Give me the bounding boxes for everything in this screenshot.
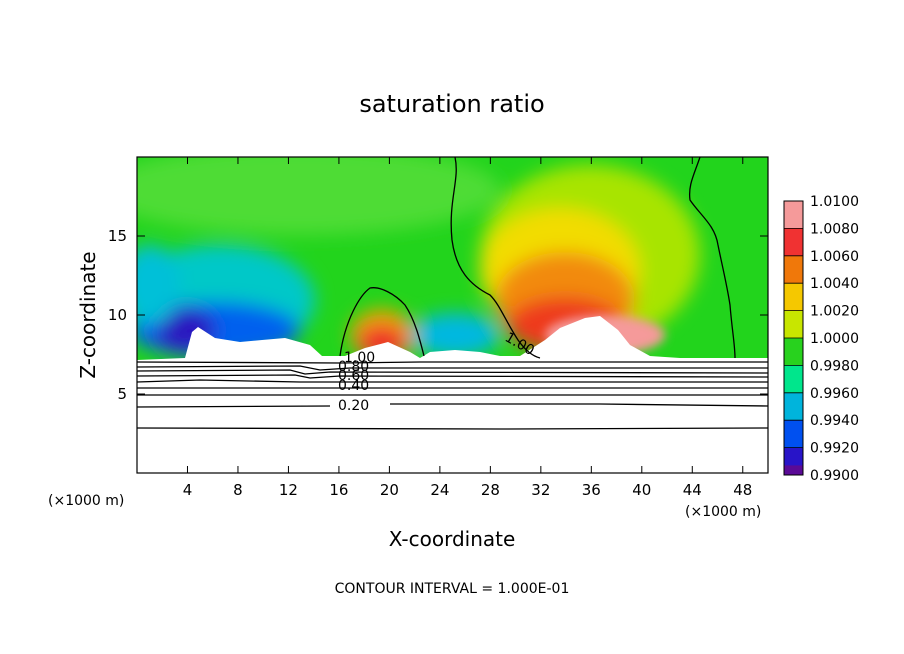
contour-0-10 bbox=[137, 427, 768, 430]
chart-title: saturation ratio bbox=[359, 90, 544, 118]
x-axis-label: X-coordinate bbox=[389, 527, 516, 551]
x-tick-label: 12 bbox=[279, 481, 298, 499]
y-tick-label: 15 bbox=[108, 227, 127, 245]
colorbar-label: 0.9980 bbox=[810, 358, 859, 374]
light-green-top bbox=[137, 157, 500, 235]
x-tick-label: 36 bbox=[582, 481, 601, 499]
colorbar-swatch bbox=[784, 228, 803, 256]
colorbar-swatch bbox=[784, 420, 803, 448]
far-left-cyan bbox=[137, 245, 180, 325]
x-tick-label: 40 bbox=[632, 481, 651, 499]
contour-baseline-1 bbox=[137, 361, 768, 364]
x-unit-label-right: (×1000 m) bbox=[685, 504, 761, 520]
colorbar-swatch-min bbox=[784, 465, 803, 475]
x-axis-ticks: 4 8 12 16 20 24 28 32 36 40 44 48 bbox=[183, 157, 752, 499]
y-axis-label: Z-coordinate bbox=[76, 251, 100, 378]
x-tick-label: 24 bbox=[430, 481, 449, 499]
plot-area: 1.00 1.00 0.80 0.60 0.40 0.20 bbox=[137, 157, 768, 473]
lower-blank-layer bbox=[137, 360, 768, 473]
contour-interval-footer: CONTOUR INTERVAL = 1.000E-01 bbox=[335, 581, 570, 597]
colorbar-swatch bbox=[784, 310, 803, 338]
contour-label-0-80: 0.80 bbox=[338, 359, 369, 375]
colorbar-label: 1.0020 bbox=[810, 304, 859, 320]
x-tick-label: 44 bbox=[683, 481, 702, 499]
x-tick-label: 48 bbox=[733, 481, 752, 499]
colorbar-swatch bbox=[784, 392, 803, 421]
y-tick-label: 5 bbox=[117, 385, 127, 403]
colorbar-swatch bbox=[784, 255, 803, 284]
contour-lines bbox=[137, 157, 768, 430]
colorbar-label: 1.0040 bbox=[810, 276, 859, 292]
mid-cyan bbox=[410, 313, 500, 357]
contour-1-00-right bbox=[688, 157, 736, 359]
subsaturated-blank-region bbox=[137, 316, 768, 362]
colorbar-label: 1.0000 bbox=[810, 331, 859, 347]
colorbar-swatch bbox=[784, 365, 803, 393]
colorbar-label: 1.0060 bbox=[810, 249, 859, 265]
y-tick-label: 10 bbox=[108, 306, 127, 324]
y-axis-ticks: 5 10 15 bbox=[108, 227, 768, 403]
x-tick-label: 32 bbox=[531, 481, 550, 499]
contour-0-50 bbox=[137, 379, 768, 383]
colorbar-label: 0.9960 bbox=[810, 386, 859, 402]
x-tick-label: 4 bbox=[183, 481, 193, 499]
contour-label-0-40: 0.40 bbox=[338, 378, 369, 394]
contour-1-00-middle bbox=[450, 157, 541, 359]
colorbar-label: 0.9940 bbox=[810, 413, 859, 429]
colorbar-swatch bbox=[784, 201, 803, 229]
contour-label-0-60: 0.60 bbox=[338, 368, 369, 384]
x-tick-label: 20 bbox=[380, 481, 399, 499]
contour-0-20 bbox=[137, 403, 768, 408]
contour-label-0-20: 0.20 bbox=[338, 398, 369, 414]
contour-0-60 bbox=[137, 374, 768, 379]
contour-label-1-00-inner: 1.00 bbox=[344, 350, 375, 366]
x-tick-label: 16 bbox=[329, 481, 348, 499]
colorbar-swatch bbox=[784, 283, 803, 311]
colorbar: 1.0100 1.0080 1.0060 1.0040 1.0020 1.0000 0.99… bbox=[783, 194, 859, 484]
colorbar-label: 1.0100 bbox=[810, 194, 859, 210]
x-unit-label-left: (×1000 m) bbox=[48, 493, 124, 509]
x-tick-label: 28 bbox=[481, 481, 500, 499]
colorbar-label: 0.9900 bbox=[810, 468, 859, 484]
colorbar-label: 0.9920 bbox=[810, 441, 859, 457]
contour-0-70 bbox=[137, 369, 768, 375]
contour-1-00-left bbox=[339, 287, 425, 357]
colorbar-label: 1.0080 bbox=[810, 221, 859, 237]
colorbar-swatch bbox=[784, 338, 803, 366]
contour-0-80 bbox=[137, 365, 768, 371]
x-tick-label: 8 bbox=[233, 481, 243, 499]
